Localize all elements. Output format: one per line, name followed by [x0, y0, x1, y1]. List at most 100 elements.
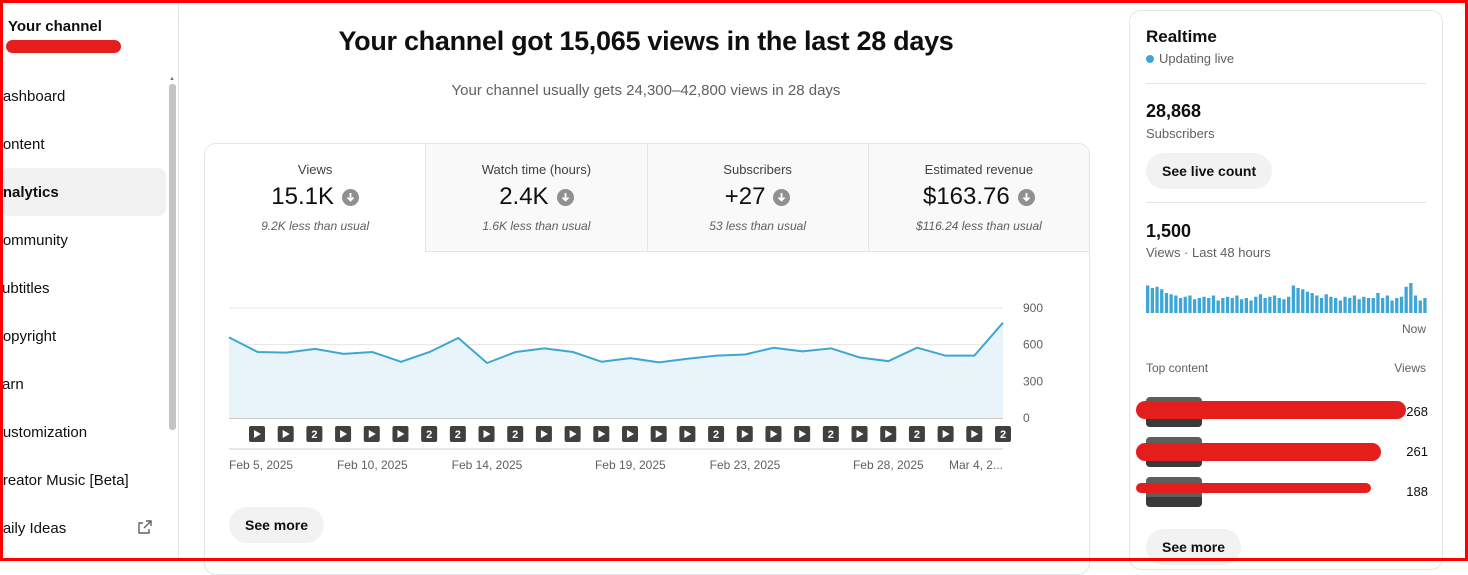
- video-published-marker[interactable]: [535, 426, 552, 442]
- metric-tab-0[interactable]: Views 15.1K 9.2K less than usual: [205, 144, 427, 252]
- realtime-bar[interactable]: [1183, 296, 1187, 313]
- realtime-bar[interactable]: [1160, 289, 1164, 313]
- realtime-bar[interactable]: [1146, 285, 1150, 314]
- realtime-bar[interactable]: [1169, 294, 1173, 313]
- realtime-bar[interactable]: [1240, 299, 1244, 313]
- sidebar-item-subtitles[interactable]: Subtitles: [0, 264, 166, 312]
- video-published-marker[interactable]: [679, 426, 696, 442]
- realtime-bar[interactable]: [1343, 296, 1347, 313]
- realtime-bar[interactable]: [1371, 298, 1375, 313]
- top-content-row[interactable]: 188: [1136, 477, 1428, 507]
- realtime-bar[interactable]: [1164, 293, 1169, 313]
- realtime-bar[interactable]: [1357, 299, 1361, 313]
- realtime-bar[interactable]: [1385, 295, 1389, 314]
- multi-video-marker[interactable]: 2: [908, 426, 925, 442]
- realtime-bar[interactable]: [1268, 296, 1272, 313]
- realtime-bar[interactable]: [1390, 300, 1394, 314]
- scroll-up-icon[interactable]: ▲: [169, 76, 175, 82]
- see-live-count-button[interactable]: See live count: [1146, 153, 1273, 189]
- realtime-bar[interactable]: [1150, 288, 1154, 313]
- realtime-bar[interactable]: [1211, 295, 1216, 314]
- realtime-bar[interactable]: [1296, 288, 1300, 313]
- multi-video-marker[interactable]: 2: [708, 426, 725, 442]
- sidebar-item-creator-music[interactable]: Creator Music [Beta]: [0, 456, 166, 504]
- video-published-marker[interactable]: [937, 426, 954, 442]
- realtime-bar[interactable]: [1418, 300, 1422, 314]
- sidebar-scrollbar[interactable]: [169, 84, 176, 430]
- realtime-see-more-button[interactable]: See more: [1146, 529, 1242, 565]
- sidebar-item-copyright[interactable]: Copyright: [0, 312, 166, 360]
- video-published-marker[interactable]: [392, 426, 409, 442]
- video-published-marker[interactable]: [335, 426, 352, 442]
- video-published-marker[interactable]: [880, 426, 897, 442]
- views-line[interactable]: [228, 322, 1004, 365]
- realtime-bar[interactable]: [1338, 300, 1342, 314]
- sidebar-item-content[interactable]: Content: [0, 120, 166, 168]
- sidebar-item-earn[interactable]: Earn: [0, 360, 166, 408]
- realtime-bar[interactable]: [1381, 298, 1385, 313]
- realtime-bar[interactable]: [1366, 298, 1371, 313]
- video-published-marker[interactable]: [622, 426, 638, 442]
- realtime-bar[interactable]: [1277, 298, 1281, 313]
- video-published-marker[interactable]: [564, 426, 581, 442]
- realtime-bar[interactable]: [1230, 298, 1234, 313]
- video-published-marker[interactable]: [736, 426, 753, 442]
- realtime-bar[interactable]: [1254, 296, 1258, 313]
- realtime-bar[interactable]: [1376, 293, 1380, 313]
- video-published-marker[interactable]: [765, 426, 782, 442]
- realtime-bar[interactable]: [1235, 295, 1239, 314]
- realtime-bar[interactable]: [1178, 298, 1183, 313]
- realtime-bar[interactable]: [1334, 298, 1338, 313]
- realtime-bar[interactable]: [1348, 298, 1352, 313]
- multi-video-marker[interactable]: 2: [507, 426, 524, 442]
- video-published-marker[interactable]: [794, 426, 811, 442]
- realtime-bar[interactable]: [1315, 295, 1319, 314]
- realtime-bar[interactable]: [1399, 296, 1404, 313]
- multi-video-marker[interactable]: 2: [449, 426, 466, 442]
- realtime-bar[interactable]: [1258, 294, 1263, 313]
- see-more-button[interactable]: See more: [229, 507, 325, 543]
- sidebar-item-community[interactable]: Community: [0, 216, 166, 264]
- realtime-bar[interactable]: [1404, 286, 1408, 313]
- video-published-marker[interactable]: [966, 426, 983, 442]
- realtime-bar[interactable]: [1249, 300, 1253, 314]
- realtime-bar[interactable]: [1202, 296, 1206, 313]
- realtime-bar[interactable]: [1216, 300, 1220, 314]
- realtime-bar[interactable]: [1329, 296, 1333, 313]
- realtime-bar[interactable]: [1244, 298, 1248, 313]
- realtime-bar[interactable]: [1197, 298, 1201, 313]
- realtime-bar[interactable]: [1282, 299, 1286, 313]
- realtime-bar[interactable]: [1301, 289, 1305, 313]
- realtime-bar[interactable]: [1225, 296, 1230, 313]
- realtime-bar[interactable]: [1319, 298, 1324, 313]
- metric-tab-2[interactable]: Subscribers +27 53 less than usual: [647, 144, 869, 252]
- realtime-bar[interactable]: [1207, 298, 1211, 313]
- realtime-bar[interactable]: [1409, 283, 1413, 313]
- realtime-bar[interactable]: [1174, 295, 1178, 314]
- video-published-marker[interactable]: [277, 426, 294, 442]
- realtime-bar[interactable]: [1221, 298, 1225, 313]
- multi-video-marker[interactable]: 2: [421, 426, 438, 442]
- video-published-marker[interactable]: [593, 426, 610, 442]
- sidebar-item-analytics[interactable]: Analytics: [0, 168, 166, 216]
- realtime-bar[interactable]: [1188, 295, 1192, 314]
- realtime-bar[interactable]: [1287, 296, 1291, 313]
- sidebar-item-daily-ideas[interactable]: Daily Ideas: [0, 504, 166, 552]
- realtime-bar[interactable]: [1291, 285, 1295, 314]
- metric-tab-1[interactable]: Watch time (hours) 2.4K 1.6K less than usu…: [426, 144, 648, 252]
- sidebar-item-dashboard[interactable]: Dashboard: [0, 72, 166, 120]
- multi-video-marker[interactable]: 2: [822, 426, 839, 442]
- multi-video-marker[interactable]: 2: [306, 426, 323, 442]
- realtime-bar[interactable]: [1310, 293, 1314, 313]
- realtime-bar[interactable]: [1155, 286, 1159, 313]
- realtime-bar[interactable]: [1362, 296, 1366, 313]
- video-published-marker[interactable]: [851, 426, 868, 442]
- video-published-marker[interactable]: [478, 426, 495, 442]
- realtime-bar[interactable]: [1263, 298, 1267, 313]
- top-content-row[interactable]: 268: [1136, 397, 1428, 427]
- video-published-marker[interactable]: [363, 426, 380, 442]
- video-published-marker[interactable]: [650, 426, 667, 442]
- top-content-row[interactable]: 261: [1136, 437, 1428, 467]
- metric-tab-3[interactable]: Estimated revenue $163.76 $116.24 less tha…: [868, 144, 1089, 252]
- sidebar-item-customization[interactable]: Customization: [0, 408, 166, 456]
